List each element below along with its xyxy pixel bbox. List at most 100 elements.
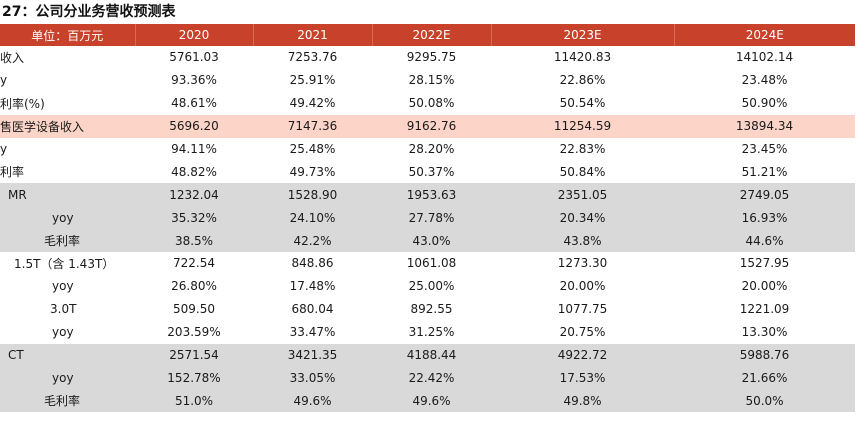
- cell-2023e: 17.53%: [491, 366, 674, 390]
- table-row: 1.5T（含 1.43T） 722.54 848.86 1061.08 1273.30 1…: [0, 252, 855, 275]
- cell-2021: 1528.90: [253, 183, 372, 207]
- cell-2023e: 50.84%: [491, 160, 674, 184]
- cell-2024e: 1527.95: [674, 252, 855, 275]
- cell-2023e: 11254.59: [491, 114, 674, 138]
- cell-2020: 5696.20: [135, 114, 253, 138]
- cell-2023e: 20.00%: [491, 274, 674, 298]
- cell-2022e: 892.55: [372, 297, 491, 321]
- row-label: 利率: [0, 160, 135, 184]
- cell-2021: 3421.35: [253, 343, 372, 367]
- table-row: 售医学设备收入 5696.20 7147.36 9162.76 11254.59 1389…: [0, 114, 855, 138]
- cell-2021: 848.86: [253, 252, 372, 275]
- header-unit: 单位：百万元: [0, 24, 136, 46]
- cell-2021: 7253.76: [253, 46, 372, 69]
- cell-2024e: 50.0%: [674, 389, 855, 413]
- row-label: yoy: [0, 366, 135, 390]
- header-2023e: 2023E: [491, 24, 675, 46]
- cell-2024e: 13.30%: [674, 320, 855, 344]
- cell-2024e: 21.66%: [674, 366, 855, 390]
- cell-2022e: 28.20%: [372, 137, 491, 161]
- row-label: 3.0T: [0, 297, 135, 321]
- cell-2020: 94.11%: [135, 137, 253, 161]
- row-label: y: [0, 137, 135, 161]
- cell-2022e: 4188.44: [372, 343, 491, 367]
- cell-2022e: 1953.63: [372, 183, 491, 207]
- table-row: MR 1232.04 1528.90 1953.63 2351.05 2749.05: [0, 183, 855, 207]
- cell-2020: 203.59%: [135, 320, 253, 344]
- cell-2021: 42.2%: [253, 229, 372, 253]
- cell-2022e: 25.00%: [372, 274, 491, 298]
- table-row: 利率(%) 48.61% 49.42% 50.08% 50.54% 50.90%: [0, 91, 855, 115]
- cell-2024e: 23.48%: [674, 68, 855, 92]
- cell-2021: 680.04: [253, 297, 372, 321]
- row-label: MR: [0, 183, 135, 207]
- cell-2022e: 49.6%: [372, 389, 491, 413]
- cell-2020: 38.5%: [135, 229, 253, 253]
- row-label: yoy: [0, 274, 135, 298]
- cell-2022e: 9295.75: [372, 46, 491, 69]
- revenue-forecast-table: 单位：百万元 2020 2021 2022E 2023E 2024E 收入 576…: [0, 24, 855, 413]
- table-row: 收入 5761.03 7253.76 9295.75 11420.83 14102.14: [0, 46, 855, 69]
- table-row: y 93.36% 25.91% 28.15% 22.86% 23.48%: [0, 68, 855, 92]
- table-row: 3.0T 509.50 680.04 892.55 1077.75 1221.09: [0, 297, 855, 321]
- cell-2022e: 50.37%: [372, 160, 491, 184]
- cell-2022e: 27.78%: [372, 206, 491, 230]
- cell-2021: 7147.36: [253, 114, 372, 138]
- cell-2023e: 1273.30: [491, 252, 674, 275]
- table-row: CT 2571.54 3421.35 4188.44 4922.72 5988.76: [0, 343, 855, 367]
- cell-2021: 17.48%: [253, 274, 372, 298]
- cell-2021: 49.73%: [253, 160, 372, 184]
- table-row: yoy 35.32% 24.10% 27.78% 20.34% 16.93%: [0, 206, 855, 230]
- cell-2022e: 9162.76: [372, 114, 491, 138]
- cell-2020: 722.54: [135, 252, 253, 275]
- cell-2021: 33.47%: [253, 320, 372, 344]
- cell-2020: 93.36%: [135, 68, 253, 92]
- cell-2024e: 13894.34: [674, 114, 855, 138]
- cell-2022e: 22.42%: [372, 366, 491, 390]
- row-label: 收入: [0, 46, 135, 69]
- cell-2022e: 31.25%: [372, 320, 491, 344]
- table-row: yoy 152.78% 33.05% 22.42% 17.53% 21.66%: [0, 366, 855, 390]
- cell-2020: 1232.04: [135, 183, 253, 207]
- row-label: 利率(%): [0, 91, 135, 115]
- cell-2023e: 1077.75: [491, 297, 674, 321]
- cell-2024e: 16.93%: [674, 206, 855, 230]
- cell-2023e: 22.86%: [491, 68, 674, 92]
- row-label: yoy: [0, 320, 135, 344]
- cell-2023e: 4922.72: [491, 343, 674, 367]
- row-label: CT: [0, 343, 135, 367]
- row-label: 售医学设备收入: [0, 114, 135, 138]
- cell-2020: 152.78%: [135, 366, 253, 390]
- header-2020: 2020: [135, 24, 254, 46]
- table-row: y 94.11% 25.48% 28.20% 22.83% 23.45%: [0, 137, 855, 161]
- table-row: 利率 48.82% 49.73% 50.37% 50.84% 51.21%: [0, 160, 855, 184]
- cell-2020: 35.32%: [135, 206, 253, 230]
- cell-2022e: 28.15%: [372, 68, 491, 92]
- table-row: yoy 26.80% 17.48% 25.00% 20.00% 20.00%: [0, 274, 855, 298]
- cell-2024e: 23.45%: [674, 137, 855, 161]
- cell-2023e: 22.83%: [491, 137, 674, 161]
- cell-2024e: 14102.14: [674, 46, 855, 69]
- cell-2023e: 11420.83: [491, 46, 674, 69]
- cell-2022e: 1061.08: [372, 252, 491, 275]
- cell-2020: 48.82%: [135, 160, 253, 184]
- row-label: 毛利率: [0, 229, 135, 253]
- cell-2023e: 43.8%: [491, 229, 674, 253]
- table-row: 毛利率 51.0% 49.6% 49.6% 49.8% 50.0%: [0, 389, 855, 413]
- cell-2020: 51.0%: [135, 389, 253, 413]
- cell-2021: 33.05%: [253, 366, 372, 390]
- cell-2023e: 2351.05: [491, 183, 674, 207]
- row-label: yoy: [0, 206, 135, 230]
- row-label: 毛利率: [0, 389, 135, 413]
- cell-2021: 24.10%: [253, 206, 372, 230]
- cell-2023e: 49.8%: [491, 389, 674, 413]
- cell-2024e: 2749.05: [674, 183, 855, 207]
- cell-2020: 509.50: [135, 297, 253, 321]
- header-2024e: 2024E: [674, 24, 855, 46]
- cell-2021: 49.42%: [253, 91, 372, 115]
- table-title: 27：公司分业务营收预测表: [2, 4, 176, 20]
- table-row: 毛利率 38.5% 42.2% 43.0% 43.8% 44.6%: [0, 229, 855, 253]
- cell-2024e: 20.00%: [674, 274, 855, 298]
- cell-2023e: 20.75%: [491, 320, 674, 344]
- header-row: 单位：百万元 2020 2021 2022E 2023E 2024E: [0, 24, 855, 46]
